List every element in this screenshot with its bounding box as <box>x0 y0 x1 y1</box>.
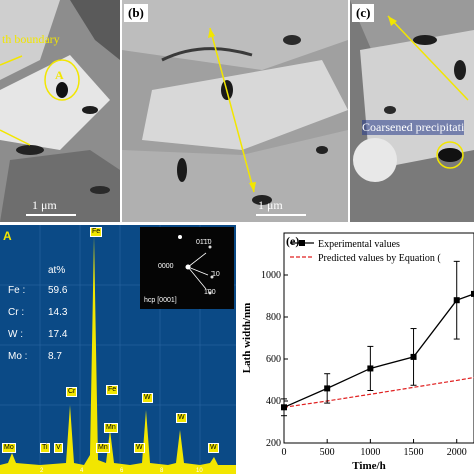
x-tick-label: 1500 <box>404 447 424 458</box>
y-axis-label: Lath width/nm <box>241 303 253 374</box>
data-point <box>453 297 460 304</box>
panel-a-scalebar <box>26 214 76 216</box>
eds-peak-label: Ti <box>40 443 50 453</box>
y-tick-label: 600 <box>266 354 281 365</box>
panel-a-region-marker: A <box>55 68 64 82</box>
panel-a-micrograph <box>0 0 120 222</box>
panel-a-scale-label: 1 μm <box>32 198 57 212</box>
panel-b-micrograph <box>122 0 348 222</box>
panel-c-tag: (c) <box>352 4 375 22</box>
eds-peak-label: W <box>176 413 187 423</box>
data-point <box>324 385 331 392</box>
eds-axis-tick: 4 <box>80 468 84 474</box>
y-tick-label: 800 <box>266 312 281 323</box>
composition-value: 14.3 <box>48 307 68 318</box>
composition-element: W : <box>8 329 23 340</box>
eds-peak-label: Mo <box>2 443 16 453</box>
composition-value: 17.4 <box>48 329 68 340</box>
legend-label-predicted: Predicted values by Equation ( <box>318 253 441 264</box>
composition-element: Fe : <box>8 285 26 296</box>
eds-axis-tick: 6 <box>120 468 124 474</box>
diffraction-zone-label: hcp [0001] <box>144 297 177 304</box>
panel-a-tem-image: th boundary A 1 μm <box>0 0 120 222</box>
plot-frame <box>283 232 474 444</box>
eds-peak-label: W <box>208 443 219 453</box>
lath-width-chart: 0 500 1000 1500 2000 200 400 600 800 1000 Time/h La… <box>241 232 474 472</box>
data-point <box>281 404 287 411</box>
eds-peak-label: Mn <box>104 423 118 433</box>
panel-b-tem-image: (b) 1 μm <box>122 0 348 222</box>
panel-c-precipitate-label: Coarsened precipitati <box>362 120 465 135</box>
diffraction-spot-label: ̄10 <box>212 271 220 278</box>
region-a-circle <box>44 59 80 101</box>
composition-element: Cr : <box>8 307 25 318</box>
eds-region-marker: A <box>3 229 12 243</box>
eds-peak-label: Fe <box>106 385 119 395</box>
diffraction-spot-label: 0000 <box>158 263 174 270</box>
composition-value: 8.7 <box>48 351 62 362</box>
panel-e-chart: 0 500 1000 1500 2000 200 400 600 800 1000 Time/h La… <box>238 225 474 474</box>
eds-axis-tick: 2 <box>40 468 44 474</box>
diffraction-spots <box>140 227 234 309</box>
y-tick-label: 400 <box>266 396 281 407</box>
panel-c-micrograph <box>350 0 474 222</box>
diffraction-spot-label: 01̄1̄0 <box>196 239 212 246</box>
data-point <box>471 290 474 297</box>
data-point <box>367 365 374 372</box>
panel-a-boundary-label: th boundary <box>2 32 60 46</box>
eds-composition-header: at% <box>48 265 66 276</box>
panel-b-tag: (b) <box>124 4 148 22</box>
y-tick-label: 1000 <box>261 270 281 281</box>
diffraction-pattern-inset: 01̄1̄0 0000 ̄10 1̄00 hcp [0001] <box>140 227 234 309</box>
predicted-series-line <box>283 376 474 408</box>
eds-peak-label: Mn <box>96 443 110 453</box>
x-axis-label: Time/h <box>352 460 385 472</box>
panel-b-scale-label: 1 μm <box>258 198 283 212</box>
experimental-series-line <box>283 293 474 408</box>
y-tick-label: 200 <box>266 438 281 449</box>
x-tick-label: 0 <box>282 447 287 458</box>
panel-d-eds-spectrum: 2 4 6 8 10 A at% Fe : 59.6 Cr : 14.3 W : 17… <box>0 225 236 474</box>
panel-b-scalebar <box>256 214 306 216</box>
legend-label-experimental: Experimental values <box>318 239 400 250</box>
eds-peak-label: W <box>134 443 145 453</box>
composition-value: 59.6 <box>48 285 68 296</box>
eds-peak-label: V <box>54 443 63 453</box>
x-tick-label: 1000 <box>360 447 380 458</box>
data-point <box>410 353 417 360</box>
eds-axis-tick: 10 <box>196 468 203 474</box>
eds-axis-tick: 8 <box>160 468 164 474</box>
eds-peak-label: Fe <box>90 227 103 237</box>
legend-marker-experimental <box>299 240 305 246</box>
panel-e-tag: (e) <box>286 234 300 248</box>
eds-peak-label: Cr <box>66 387 78 397</box>
panel-c-tem-image: (c) Coarsened precipitati <box>350 0 474 222</box>
composition-element: Mo : <box>8 351 28 362</box>
x-tick-label: 500 <box>320 447 335 458</box>
eds-peak-label: W <box>142 393 153 403</box>
x-tick-label: 2000 <box>447 447 467 458</box>
eds-composition-table: Fe : 59.6 Cr : 14.3 W : 17.4 Mo : 8.7 <box>8 285 78 373</box>
diffraction-spot-label: 1̄00 <box>204 289 216 296</box>
